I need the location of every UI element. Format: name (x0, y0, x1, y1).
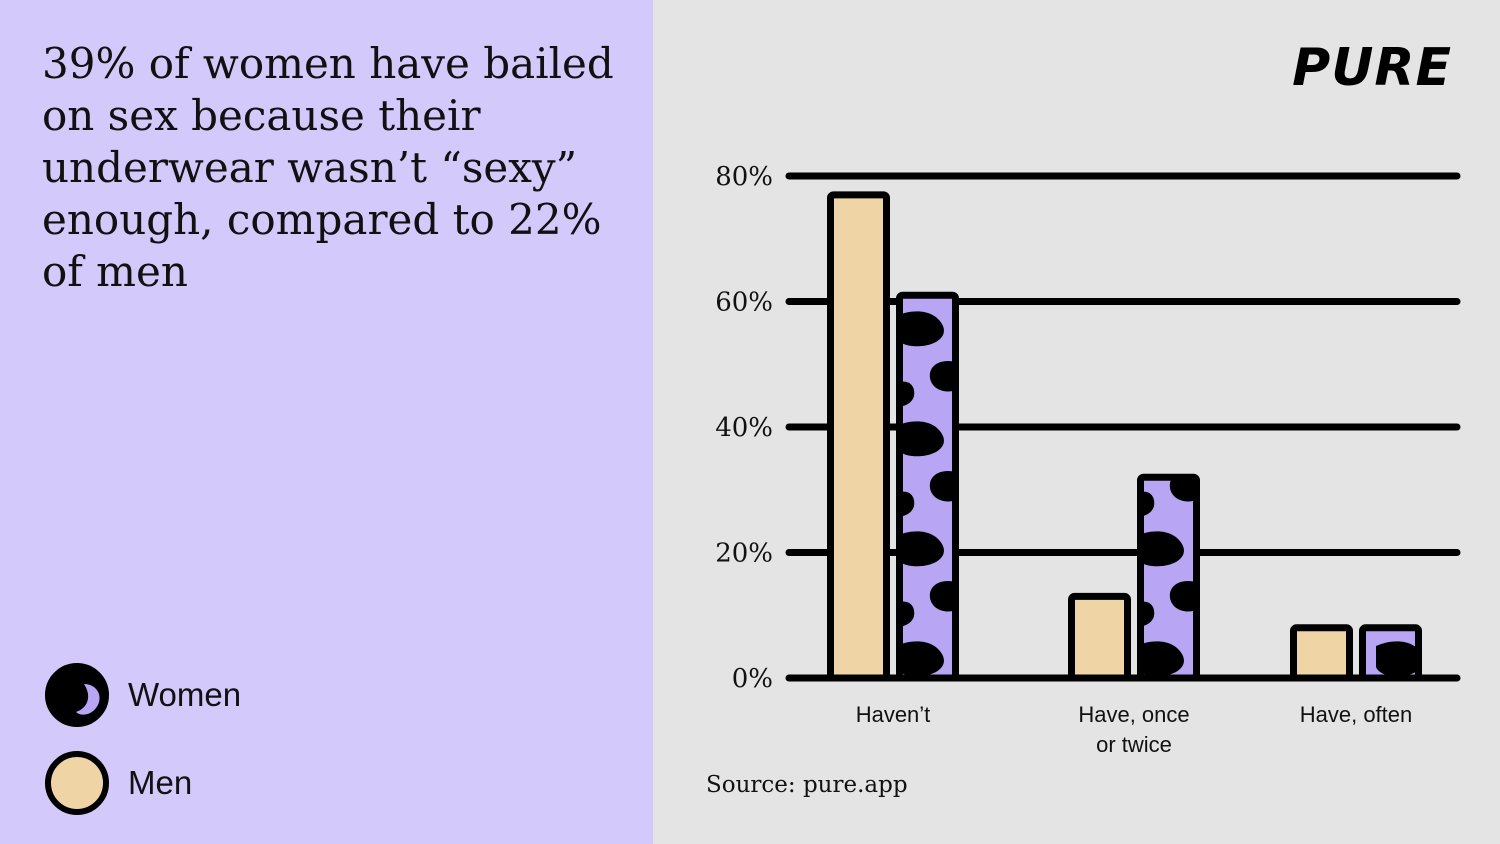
legend-item-women: Women (44, 662, 241, 728)
y-tick-label: 40% (715, 413, 773, 443)
bar-women (1137, 473, 1200, 682)
legend-label-men: Men (128, 764, 193, 801)
bar-chart: 0% 20% 40% 60% 80% Haven’t Have, once or twice… (715, 162, 1461, 757)
bar-men (1290, 624, 1353, 682)
y-tick-label: 0% (732, 664, 773, 694)
bar-women (896, 291, 959, 682)
bar-men (827, 191, 890, 682)
x-tick-labels: Haven’t Have, once or twice Have, often (856, 702, 1413, 757)
bar-men (1068, 592, 1131, 682)
x-tick-label-line: or twice (1096, 732, 1172, 757)
x-tick-label: Haven’t (856, 702, 931, 727)
women-swatch-icon (45, 663, 109, 727)
x-tick-label-line: Haven’t (856, 702, 931, 727)
y-tick-label: 60% (715, 288, 773, 318)
y-tick-label: 80% (715, 162, 773, 192)
bar-layer (827, 191, 1422, 682)
right-panel: PURE (653, 0, 1500, 844)
source-note: Source: pure.app (706, 772, 908, 798)
pure-logo: PURE (1292, 38, 1452, 98)
men-swatch-icon (45, 751, 109, 815)
bar-women (1359, 624, 1422, 682)
legend-label-women: Women (128, 676, 242, 713)
y-tick-labels: 0% 20% 40% 60% 80% (715, 162, 773, 694)
x-tick-label: Have, once or twice (1078, 702, 1189, 757)
headline: 39% of women have bailed on sex because … (42, 39, 614, 296)
y-tick-label: 20% (715, 539, 773, 569)
left-panel: 39% of women have bailed on sex because … (0, 0, 653, 844)
x-tick-label: Have, often (1300, 702, 1413, 727)
x-tick-label-line: Have, often (1300, 702, 1413, 727)
legend-item-men: Men (44, 750, 192, 816)
x-tick-label-line: Have, once (1078, 702, 1189, 727)
